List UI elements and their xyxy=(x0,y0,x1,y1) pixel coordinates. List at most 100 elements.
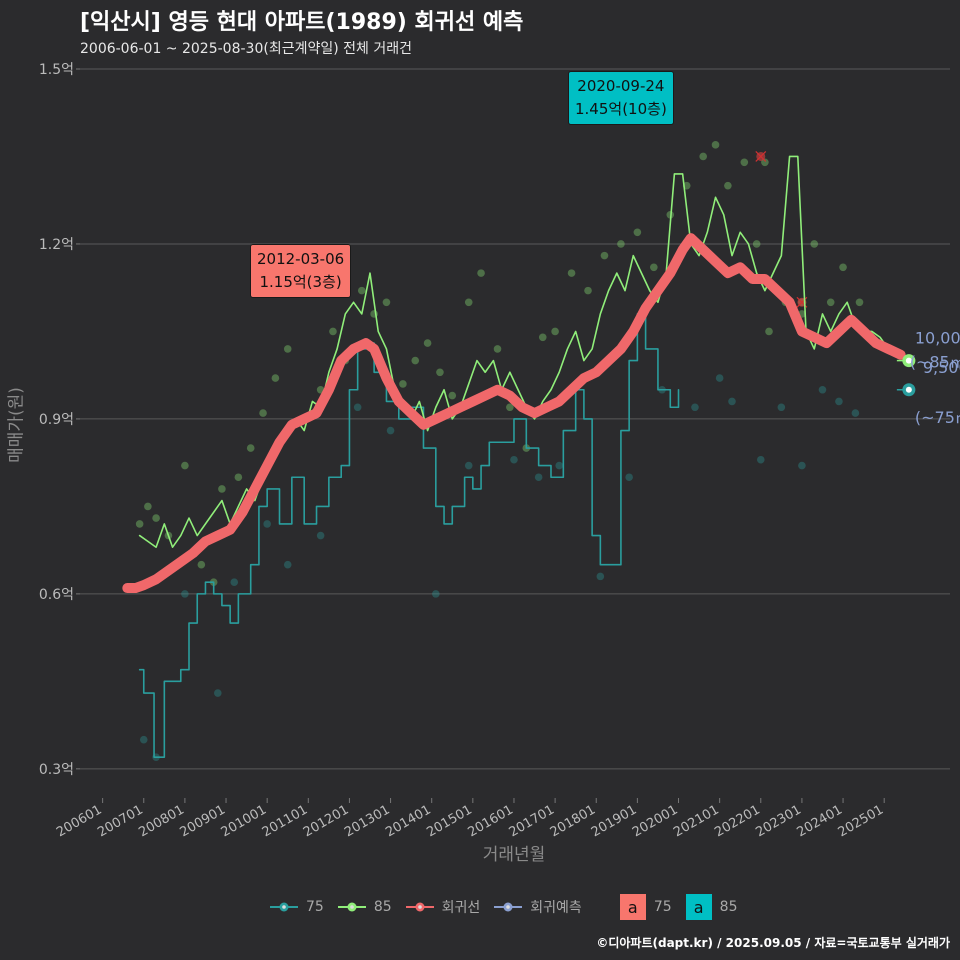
x-tick-label: 201301 xyxy=(342,802,392,840)
line-point-icon xyxy=(405,902,434,912)
forecast-markers: 10,000 (~85㎡)9,500 (~75㎡) xyxy=(896,329,960,427)
x-tick-label: 201001 xyxy=(219,802,269,840)
forecast-marker-center xyxy=(905,386,912,393)
x-tick-label: 202201 xyxy=(712,802,762,840)
scatter-point-85 xyxy=(650,263,658,272)
scatter-point-75 xyxy=(818,385,827,394)
footer-credit: ©디아파트(dapt.kr) / 2025.09.05 / 자료=국토교통부 실… xyxy=(596,936,950,950)
scatter-point-85 xyxy=(633,228,642,237)
scatter-point-85 xyxy=(423,339,432,347)
scatter-point-75 xyxy=(625,473,633,482)
scatter-point-75 xyxy=(798,461,806,470)
callout-75: 2012-03-06 1.15억(3층) xyxy=(250,244,352,298)
scatter-point-85 xyxy=(740,158,749,167)
scatter-point-75 xyxy=(835,397,843,406)
x-tick-label: 200901 xyxy=(178,802,228,840)
scatter-point-85 xyxy=(506,403,514,412)
scatter-point-85 xyxy=(752,240,761,248)
scatter-point-75 xyxy=(534,473,543,482)
x-tick-label: 202001 xyxy=(630,802,680,840)
scatter-point-85 xyxy=(551,327,559,336)
scatter-point-85 xyxy=(382,298,391,307)
y-tick-label: 0.6억 xyxy=(39,587,74,603)
x-tick-label: 201601 xyxy=(465,802,515,840)
x-tick-label: 201101 xyxy=(260,802,310,840)
x-tick-label: 202101 xyxy=(671,802,721,840)
legend-item-regression: 회귀선 xyxy=(405,897,481,917)
y-tick-label: 1.5억 xyxy=(39,62,74,78)
scatter-point-85 xyxy=(448,391,457,400)
scatter-point-85 xyxy=(135,520,144,528)
legend: 75 85 회귀선 회귀예측 a 75 a 85 xyxy=(270,893,751,921)
scatter-point-85 xyxy=(617,240,625,248)
legend-box-75: a 75 xyxy=(619,894,672,920)
x-tick-label: 201401 xyxy=(383,802,433,840)
line-point-icon xyxy=(337,902,366,912)
scatter-point-85 xyxy=(839,263,847,272)
callout-price: 1.15억(3층) xyxy=(259,273,342,291)
forecast-value-label: 9,500 xyxy=(923,358,960,377)
x-tick-label: 200601 xyxy=(54,802,104,840)
legend-label: 85 xyxy=(373,899,392,915)
legend-box-85: a 85 xyxy=(685,894,738,920)
scatter-point-85 xyxy=(234,473,243,482)
scatter-point-85 xyxy=(329,327,337,336)
scatter-point-85 xyxy=(477,269,485,277)
x-tick-label: 202301 xyxy=(753,802,803,840)
x-tick-label: 202501 xyxy=(836,802,886,840)
scatter-point-75 xyxy=(715,374,724,382)
scatter-point-85 xyxy=(357,286,366,295)
callout-85: 2020-09-24 1.45억(10층) xyxy=(568,71,674,125)
scatter-point-85 xyxy=(810,240,819,248)
scatter-point-85 xyxy=(181,461,189,470)
outlier-cross-icon xyxy=(755,151,767,162)
scatter-point-85 xyxy=(259,409,267,417)
y-axis-label: 매매가(원) xyxy=(6,387,27,463)
scatter-point-75 xyxy=(263,520,271,528)
scatter-point-85 xyxy=(761,158,769,167)
x-tick-label: 200701 xyxy=(95,802,145,840)
scatter-point-85 xyxy=(197,560,206,569)
scatter-point-85 xyxy=(436,368,444,377)
legend-item-forecast: 회귀예측 xyxy=(494,897,582,917)
x-tick-label: 201701 xyxy=(507,802,557,840)
scatter-point-75 xyxy=(316,531,325,540)
x-tick-label: 201501 xyxy=(424,802,474,840)
scatter-point-85 xyxy=(711,141,720,149)
scatter-point-75 xyxy=(353,403,362,412)
legend-label: 회귀예측 xyxy=(530,900,582,916)
scatter-point-85 xyxy=(152,514,160,522)
scatter-point-85 xyxy=(567,269,576,277)
scatter-point-75 xyxy=(386,426,395,435)
scatter-point-75 xyxy=(464,461,473,470)
x-axis-ticks: 2006012007012008012009012010012011012012… xyxy=(54,798,886,840)
scatter-point-85 xyxy=(699,152,707,161)
scatter-point-75 xyxy=(283,560,292,569)
y-tick-label: 0.3억 xyxy=(39,762,74,778)
legend-label: 85 xyxy=(719,899,738,915)
x-tick-label: 201201 xyxy=(301,802,351,840)
scatter-points xyxy=(135,141,864,761)
legend-item-75: 75 xyxy=(270,899,324,915)
scatter-point-75 xyxy=(230,578,239,587)
y-tick-label: 1.2억 xyxy=(39,237,74,253)
scatter-point-75 xyxy=(181,590,189,598)
legend-item-85: 85 xyxy=(337,899,392,915)
legend-label: 회귀선 xyxy=(441,900,481,916)
x-tick-label: 201901 xyxy=(589,802,639,840)
line-point-icon xyxy=(270,902,298,912)
scatter-point-85 xyxy=(218,485,226,493)
scatter-point-85 xyxy=(271,374,280,382)
scatter-point-85 xyxy=(600,251,609,260)
x-axis-label: 거래년월 xyxy=(482,845,546,865)
legend-label: 75 xyxy=(306,899,324,915)
scatter-point-85 xyxy=(538,333,547,342)
x-tick-label: 201801 xyxy=(548,802,598,840)
scatter-point-75 xyxy=(432,590,440,598)
series-lines xyxy=(122,155,906,758)
scatter-point-85 xyxy=(724,181,732,190)
series-line-regression xyxy=(122,233,906,594)
callout-price: 1.45억(10층) xyxy=(575,100,667,118)
scatter-point-75 xyxy=(691,403,699,412)
scatter-point-75 xyxy=(777,403,786,412)
